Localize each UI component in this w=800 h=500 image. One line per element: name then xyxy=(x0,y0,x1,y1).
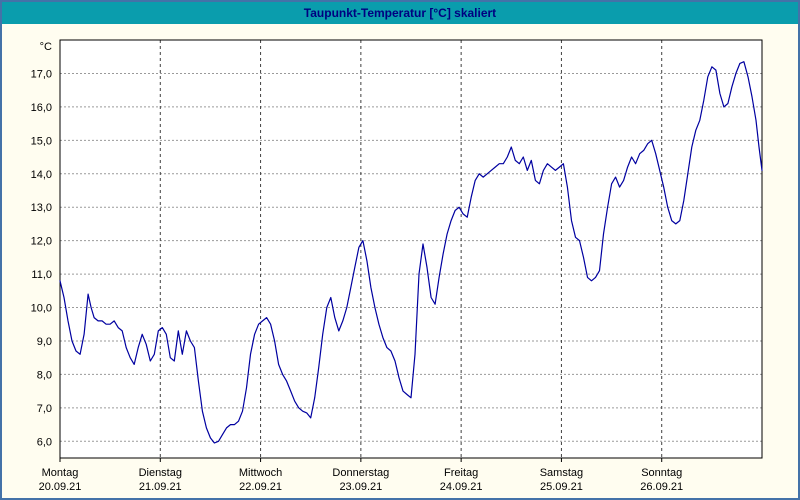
x-tick-date-label: 26.09.21 xyxy=(640,481,683,493)
plot-background xyxy=(60,40,762,458)
chart-title-bar: Taupunkt-Temperatur [°C] skaliert xyxy=(2,2,798,24)
x-tick-day-label: Mittwoch xyxy=(239,467,282,479)
x-tick-date-label: 20.09.21 xyxy=(39,481,82,493)
x-tick-day-label: Sonntag xyxy=(641,467,682,479)
x-tick-date-label: 24.09.21 xyxy=(440,481,483,493)
y-tick-label: 11,0 xyxy=(31,269,52,281)
x-tick-date-label: 21.09.21 xyxy=(139,481,182,493)
dewpoint-line-chart: 17,0 16,0 15,0 14,0 13,0 12,0 11,0 10,0 9,0 8,0 7,… xyxy=(31,39,763,493)
y-tick-label: 17,0 xyxy=(31,68,52,80)
y-tick-label: 16,0 xyxy=(31,102,52,114)
x-tick-date-label: 22.09.21 xyxy=(239,481,282,493)
plot-border xyxy=(59,39,763,459)
chart-title: Taupunkt-Temperatur [°C] skaliert xyxy=(303,6,497,20)
y-tick-label: 15,0 xyxy=(31,135,52,147)
y-tick-label: 6,0 xyxy=(37,436,52,448)
series-line-taupunkt xyxy=(59,61,763,444)
y-tick-label: 10,0 xyxy=(31,303,52,315)
y-tick-label: 13,0 xyxy=(31,202,52,214)
chart-area: 17,0 16,0 15,0 14,0 13,0 12,0 11,0 10,0 9,0 8,0 7,… xyxy=(2,24,798,498)
y-tick-label: 14,0 xyxy=(31,169,52,181)
y-tick-label: 7,0 xyxy=(37,403,52,415)
x-tick-date-label: 25.09.21 xyxy=(540,481,583,493)
x-tick-day-label: Donnerstag xyxy=(332,467,389,479)
x-tick-day-label: Montag xyxy=(42,467,79,479)
x-tick-day-label: Dienstag xyxy=(139,467,182,479)
x-tick-day-label: Freitag xyxy=(444,467,478,479)
y-tick-label: 8,0 xyxy=(37,369,52,381)
x-tick-date-label: 23.09.21 xyxy=(339,481,382,493)
y-tick-label: 9,0 xyxy=(37,336,52,348)
x-tick-day-label: Samstag xyxy=(540,467,583,479)
y-tick-label: 12,0 xyxy=(31,236,52,248)
y-axis-unit-label: °C xyxy=(40,41,52,53)
